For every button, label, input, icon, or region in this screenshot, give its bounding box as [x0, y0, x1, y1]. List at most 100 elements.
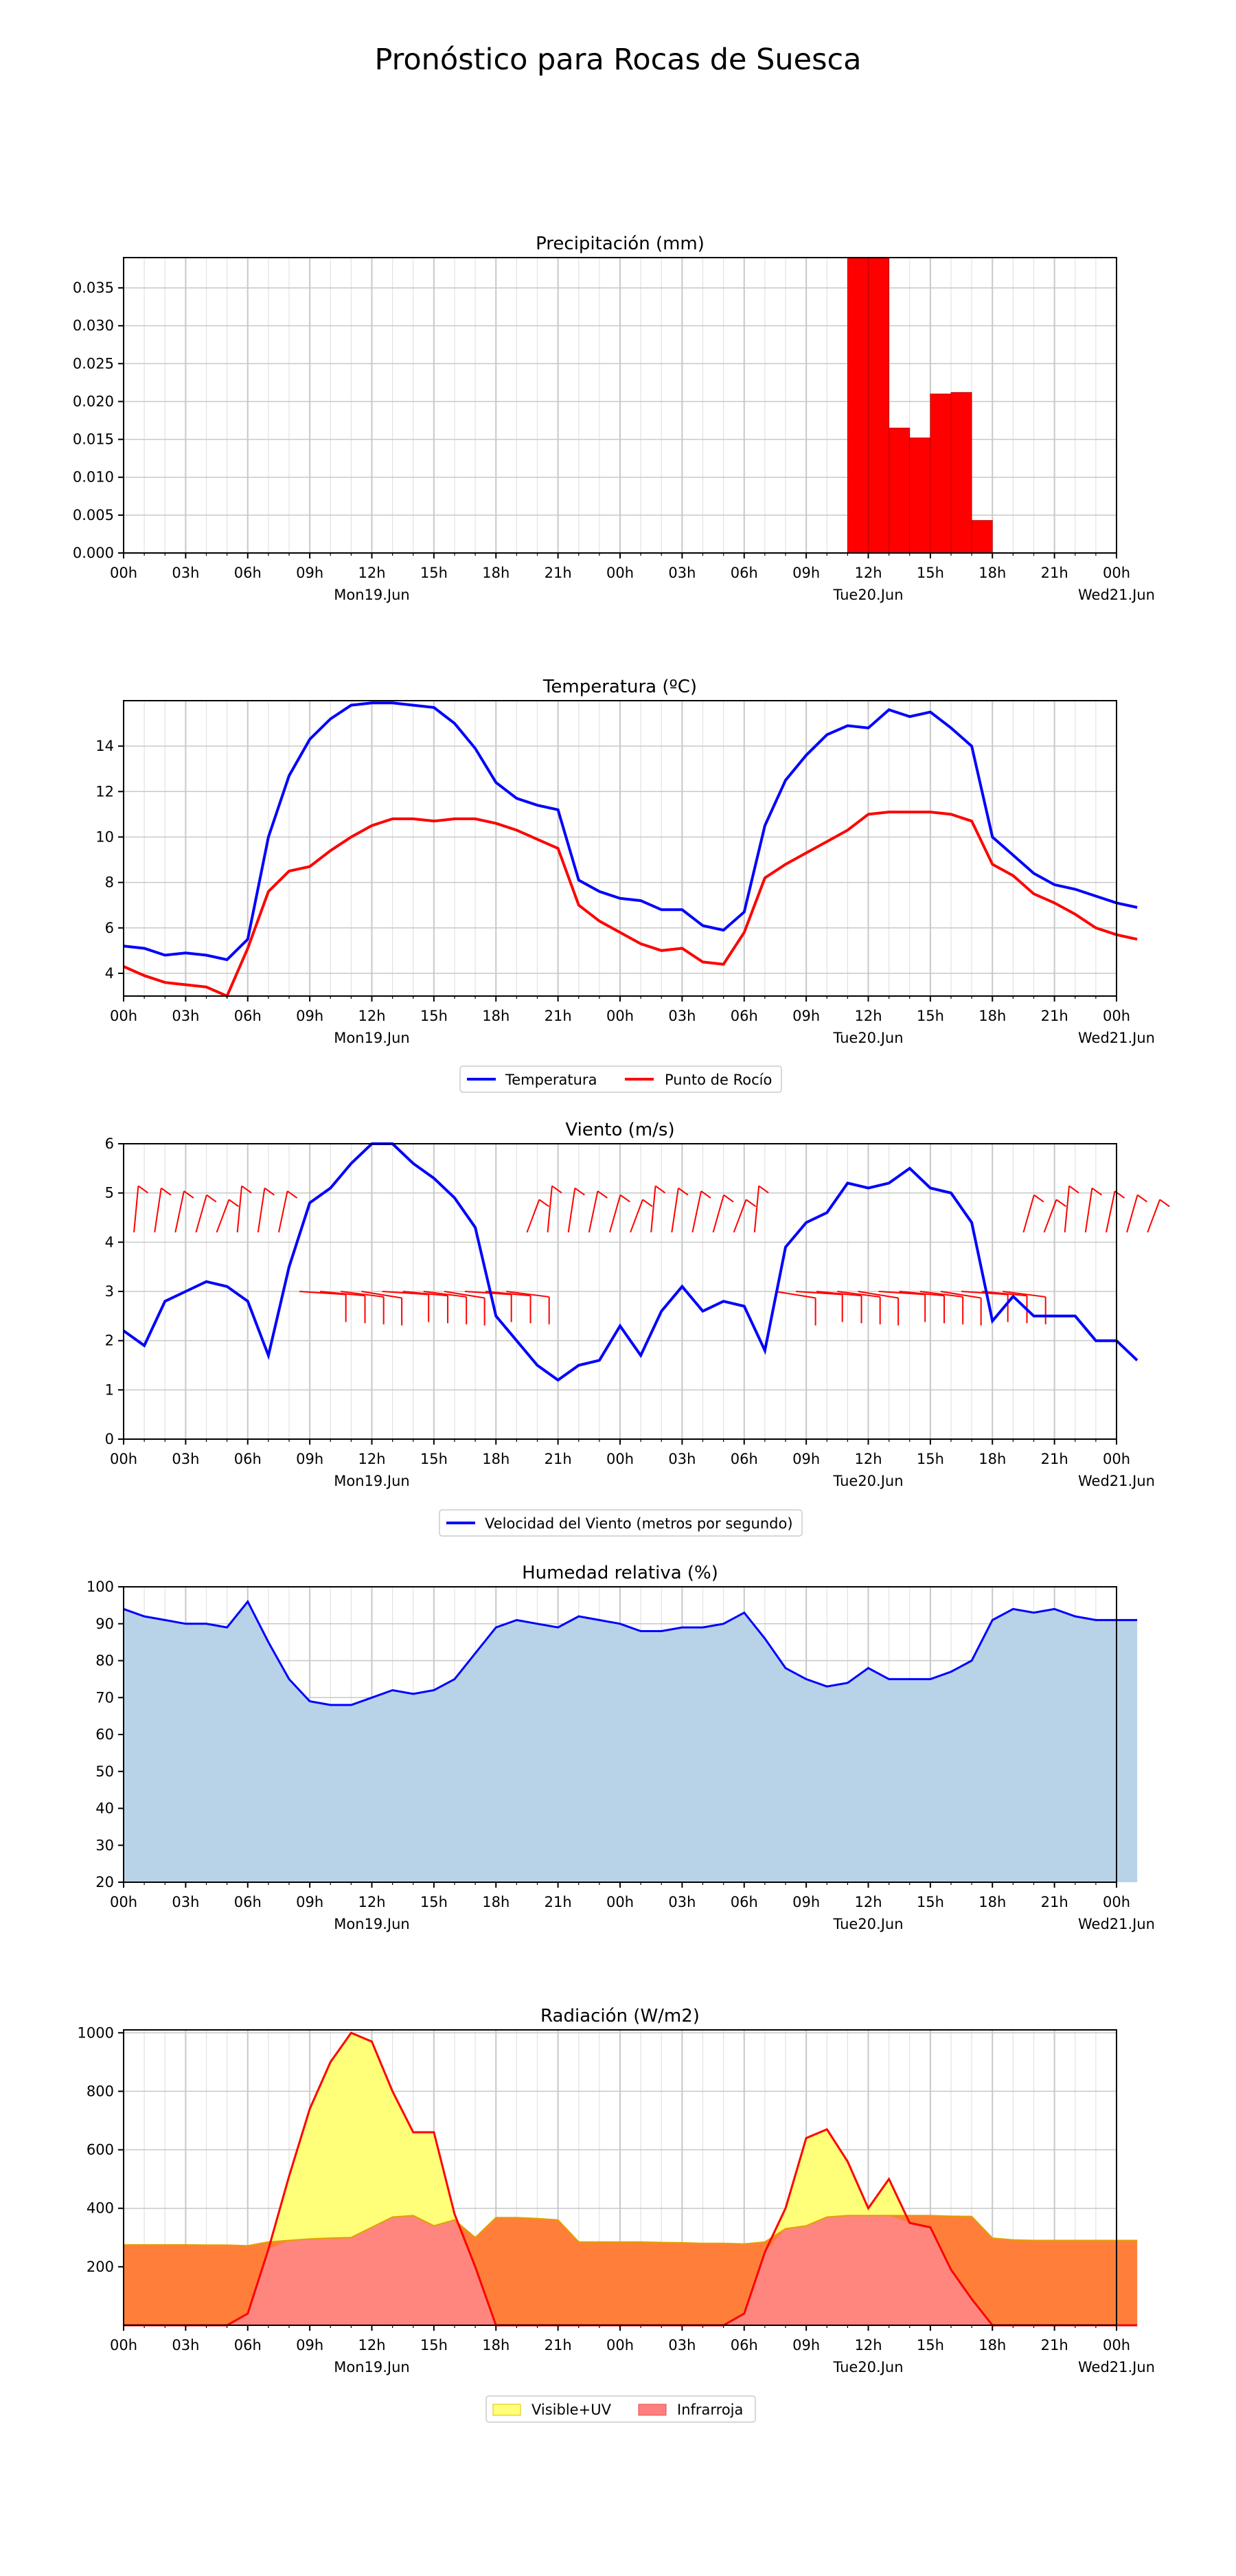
wind-barb-staff — [444, 1291, 485, 1299]
wind-barb-staff — [816, 1291, 862, 1297]
wind-barb-staff — [1126, 1195, 1138, 1233]
wind-barb-staff — [630, 1199, 643, 1233]
y-tick-label: 800 — [87, 2083, 114, 2099]
wind-barb-staff — [733, 1199, 747, 1233]
y-tick-label: 2 — [105, 1333, 114, 1349]
wind-barb-staff — [650, 1186, 656, 1233]
precip-bar — [889, 427, 911, 554]
y-tick-label: 8 — [105, 874, 114, 891]
x-tick-label: 21h — [545, 1008, 572, 1024]
y-tick-label: 6 — [105, 1136, 114, 1152]
wind-barb-flag — [241, 1185, 252, 1194]
x-tick-label: 09h — [792, 2337, 820, 2353]
x-tick-label: 12h — [854, 1451, 882, 1467]
wind-barb-staff — [341, 1291, 384, 1298]
x-tick-label: 06h — [234, 2337, 262, 2353]
day-label: Tue20.Jun — [832, 2359, 903, 2375]
y-tick-label: 0 — [105, 1431, 114, 1447]
wind-barb-flag — [206, 1194, 217, 1203]
wind-speed-line — [122, 1142, 1138, 1382]
wind-barb-flag — [161, 1187, 172, 1196]
wind-barb-flag — [264, 1187, 275, 1196]
y-tick-label: 12 — [95, 783, 114, 800]
dewpoint-line — [123, 811, 1138, 998]
wind-barb-staff — [940, 1291, 981, 1299]
wind-barb-flag — [746, 1199, 757, 1208]
x-tick-label: 09h — [296, 1451, 323, 1467]
y-tick-label: 0.030 — [73, 317, 114, 334]
x-tick-label: 06h — [234, 1008, 262, 1024]
x-tick-label: 03h — [668, 2337, 696, 2353]
chart-title: Humedad relativa (%) — [522, 1563, 718, 1583]
y-tick-label: 10 — [95, 828, 114, 845]
wind-barb-staff — [1043, 1199, 1057, 1233]
x-tick-label: 03h — [172, 2337, 199, 2353]
x-tick-label: 09h — [296, 565, 323, 581]
y-tick-label: 0.015 — [73, 431, 114, 448]
precipitation-chart: 00h 03h 06h 09h 12h 15h 18h 21h 00h 03h 06h 09h 12h 1… — [73, 234, 1155, 603]
wind-chart: 00h 03h 06h 09h 12h 15h 18h 21h 00h 03h 06h 09h 12h 1… — [105, 1120, 1170, 1537]
wind-barb-staff — [236, 1186, 243, 1233]
x-tick-label: 00h — [606, 2337, 634, 2353]
x-tick-label: 21h — [545, 565, 572, 581]
day-label: Tue20.Jun — [832, 1030, 903, 1046]
legend-box — [439, 1509, 803, 1537]
wind-barb-staff — [608, 1195, 621, 1233]
precip-bar — [950, 392, 972, 554]
x-tick-label: 09h — [296, 2337, 323, 2353]
x-tick-label: 18h — [978, 1894, 1006, 1910]
y-tick-label: 0.005 — [73, 507, 114, 523]
wind-barb-staff — [402, 1291, 448, 1297]
wind-barb-staff — [899, 1291, 945, 1297]
legend-label-visible: Visible+UV — [531, 2402, 612, 2418]
wind-barb-flag — [183, 1190, 194, 1199]
wind-barb-flag — [597, 1190, 608, 1199]
wind-barb-flag — [654, 1185, 666, 1194]
x-tick-label: 09h — [792, 565, 820, 581]
wind-barb-staff — [257, 1188, 266, 1233]
day-label: Wed21.Jun — [1078, 587, 1155, 603]
x-tick-label: 03h — [172, 1894, 199, 1910]
x-tick-label: 18h — [482, 1894, 510, 1910]
wind-barb-flag — [1159, 1199, 1170, 1208]
wind-legend: Velocidad del Viento (metros por segundo… — [439, 1509, 803, 1537]
x-tick-label: 06h — [234, 1451, 262, 1467]
x-tick-label: 21h — [545, 1451, 572, 1467]
precip-bar — [868, 257, 890, 554]
wind-barb-staff — [1084, 1188, 1093, 1233]
x-tick-label: 09h — [296, 1894, 323, 1910]
wind-barb-flag — [286, 1190, 298, 1199]
temperature-chart: 00h 03h 06h 09h 12h 15h 18h 21h 00h 03h 06h 09h 12h 1… — [95, 677, 1155, 1093]
x-tick-label: 12h — [854, 2337, 882, 2353]
radiation-legend: Visible+UV Infrarroja — [485, 2395, 756, 2423]
day-label: Mon19.Jun — [334, 1030, 410, 1046]
y-tick-label: 40 — [95, 1800, 114, 1817]
wind-barb-flag — [1068, 1185, 1079, 1194]
y-tick-label: 5 — [105, 1185, 114, 1201]
x-tick-label: 06h — [731, 1008, 758, 1024]
y-tick-label: 3 — [105, 1283, 114, 1300]
x-tick-label: 00h — [110, 1894, 137, 1910]
y-tick-label: 0.035 — [73, 280, 114, 296]
wind-barb-staff — [174, 1190, 185, 1233]
x-tick-label: 06h — [731, 2337, 758, 2353]
x-tick-label: 12h — [358, 565, 385, 581]
x-tick-label: 12h — [358, 1008, 385, 1024]
x-tick-label: 15h — [917, 2337, 944, 2353]
y-tick-label: 80 — [95, 1653, 114, 1669]
wind-barb-staff — [133, 1186, 139, 1233]
wind-barb-flag — [1033, 1194, 1044, 1203]
x-tick-label: 03h — [668, 565, 696, 581]
y-tick-label: 1000 — [78, 2024, 114, 2041]
y-tick-label: 600 — [87, 2142, 114, 2158]
day-label: Wed21.Jun — [1078, 2359, 1155, 2375]
legend-label-infrared: Infrarroja — [677, 2402, 743, 2418]
legend-label-temperature: Temperatura — [505, 1072, 597, 1088]
x-tick-label: 18h — [482, 2337, 510, 2353]
chart-title: Temperatura (ºC) — [542, 677, 697, 697]
y-tick-label: 1 — [105, 1381, 114, 1398]
x-tick-label: 21h — [545, 2337, 572, 2353]
wind-barb-flag — [1091, 1187, 1102, 1196]
x-tick-label: 09h — [792, 1451, 820, 1467]
